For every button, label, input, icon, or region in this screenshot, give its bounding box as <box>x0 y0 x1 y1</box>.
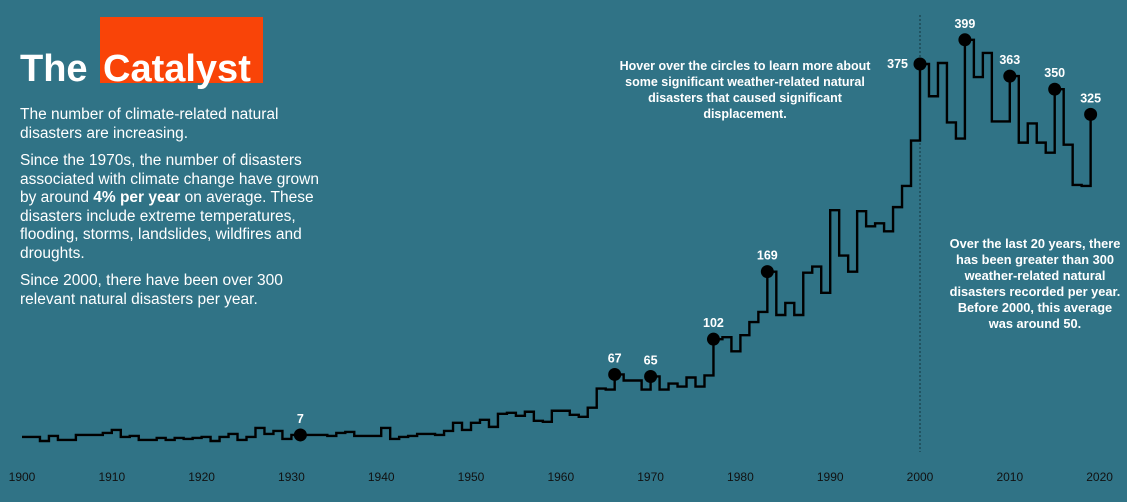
data-point-label: 325 <box>1080 91 1101 105</box>
data-point-circle[interactable] <box>760 265 774 279</box>
intro-p2-start: Since the 1970s, the number of disasters… <box>20 152 319 206</box>
x-tick-label: 1920 <box>188 470 215 484</box>
data-point-label: 169 <box>757 249 778 263</box>
data-point-label: 363 <box>999 53 1020 67</box>
intro-paragraph-3: Since 2000, there have been over 300 rel… <box>20 272 283 308</box>
x-tick-label: 1940 <box>368 470 395 484</box>
data-point-label: 67 <box>608 351 622 365</box>
x-tick-label: 1900 <box>9 470 36 484</box>
data-point-circle[interactable] <box>1048 82 1062 96</box>
x-tick-label: 1960 <box>547 470 574 484</box>
x-tick-label: 1950 <box>458 470 485 484</box>
intro-p2-highlight: 4% per year <box>93 189 181 206</box>
intro-paragraph-1: The number of climate-related natural di… <box>20 106 279 142</box>
data-point-circle[interactable] <box>293 428 307 442</box>
data-point-circle[interactable] <box>1003 69 1017 83</box>
x-tick-label: 1980 <box>727 470 754 484</box>
title-catalyst: Catalyst <box>103 48 251 90</box>
data-point-circle[interactable] <box>958 33 972 47</box>
data-point-circle[interactable] <box>644 369 658 383</box>
title-highlight-box <box>100 17 263 83</box>
data-point-circle[interactable] <box>913 57 927 71</box>
data-point-label: 7 <box>297 412 304 426</box>
data-point-label: 102 <box>703 316 724 330</box>
x-tick-label: 2010 <box>996 470 1023 484</box>
data-point-circle[interactable] <box>608 367 622 381</box>
x-tick-label: 1990 <box>817 470 844 484</box>
x-tick-label: 2000 <box>907 470 934 484</box>
x-tick-label: 2020 <box>1086 470 1113 484</box>
title-the: The <box>20 48 88 90</box>
data-point-circle[interactable] <box>1084 107 1098 121</box>
data-point-circle[interactable] <box>706 332 720 346</box>
data-point-label: 375 <box>887 57 908 71</box>
x-tick-label: 1910 <box>98 470 125 484</box>
data-point-label: 65 <box>644 353 658 367</box>
side-annotation: Over the last 20 years, there has been g… <box>949 236 1121 331</box>
intro-p2-end: on average. These disasters include extr… <box>20 189 314 262</box>
intro-paragraph-2: Since the 1970s, the number of disasters… <box>20 152 330 263</box>
data-point-label: 350 <box>1044 66 1065 80</box>
x-tick-label: 1930 <box>278 470 305 484</box>
intro-text: The number of climate-related natural di… <box>20 106 330 318</box>
x-tick-label: 1970 <box>637 470 664 484</box>
data-point-label: 399 <box>954 17 975 31</box>
hover-instruction: Hover over the circles to learn more abo… <box>619 59 871 121</box>
series-step-line <box>22 38 1092 443</box>
